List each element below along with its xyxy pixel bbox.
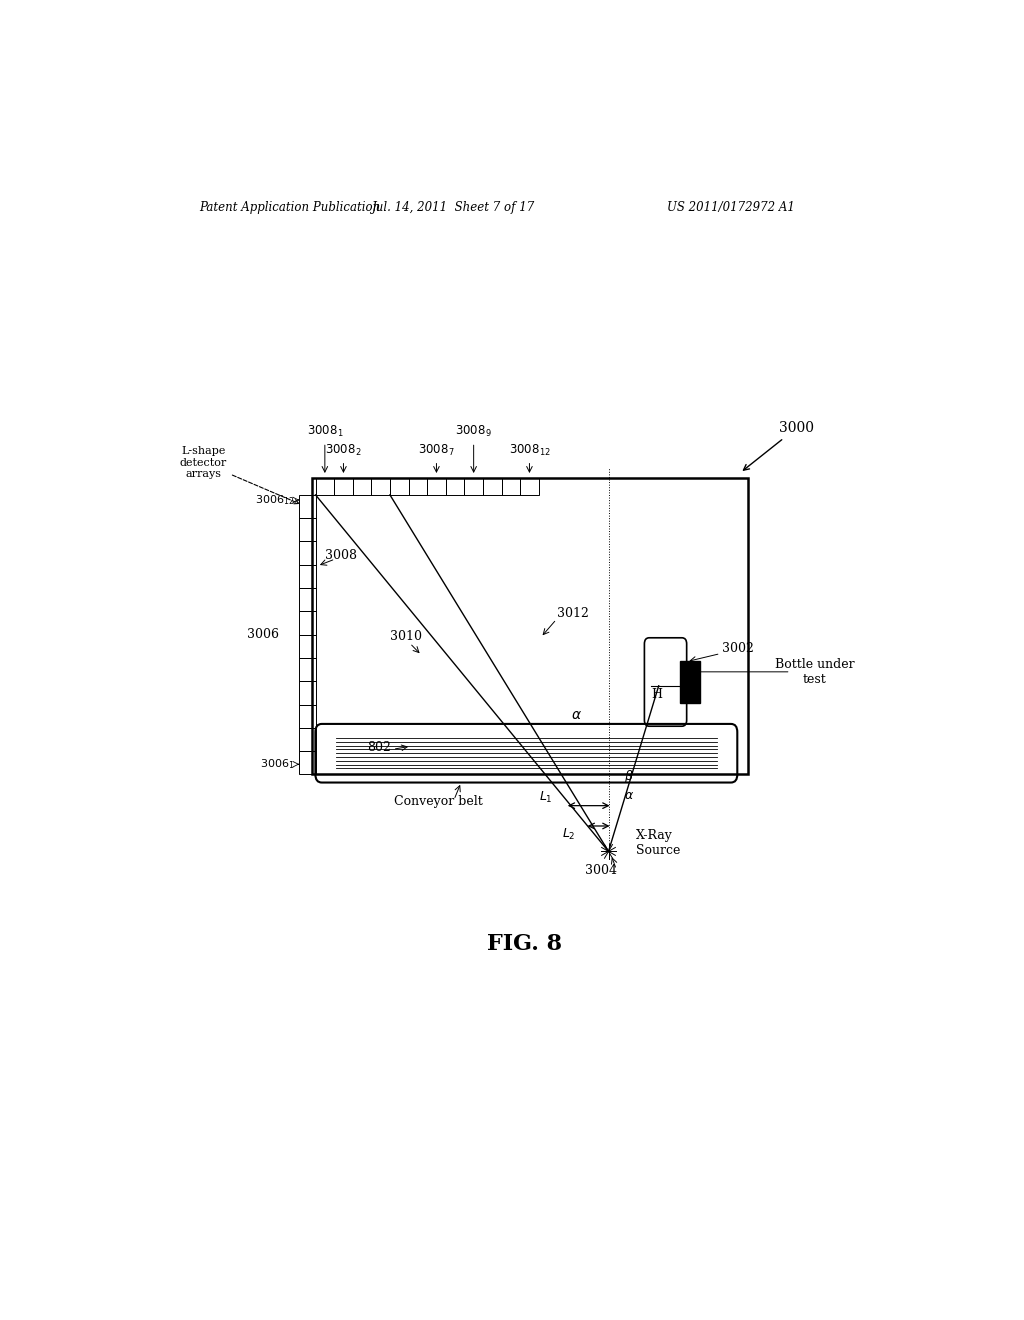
Bar [299, 519, 315, 541]
Bar [299, 635, 315, 657]
Text: $3008_7$: $3008_7$ [418, 442, 455, 458]
Text: 3010: 3010 [390, 630, 422, 643]
Bar [409, 478, 427, 495]
Text: L-shape
detector
arrays: L-shape detector arrays [180, 446, 299, 504]
Text: $\alpha$: $\alpha$ [571, 709, 583, 722]
Bar [299, 495, 315, 519]
Text: US 2011/0172972 A1: US 2011/0172972 A1 [668, 201, 795, 214]
Text: Bottle under
test: Bottle under test [774, 657, 854, 686]
Text: 3000: 3000 [743, 421, 814, 470]
Text: Conveyor belt: Conveyor belt [393, 795, 482, 808]
Text: 3002: 3002 [722, 642, 754, 655]
Bar [299, 565, 315, 589]
Text: Jul. 14, 2011  Sheet 7 of 17: Jul. 14, 2011 Sheet 7 of 17 [372, 201, 535, 214]
Bar [315, 478, 334, 495]
Text: $3006_1$: $3006_1$ [260, 758, 295, 771]
Text: $3008_{12}$: $3008_{12}$ [509, 442, 550, 458]
Bar [299, 751, 315, 775]
Text: Patent Application Publication: Patent Application Publication [200, 201, 381, 214]
Text: $L_1$: $L_1$ [540, 789, 553, 805]
Text: 802: 802 [368, 742, 391, 754]
Bar [445, 478, 464, 495]
Text: 3008: 3008 [325, 549, 357, 562]
Text: $\alpha$: $\alpha$ [625, 788, 635, 801]
Bar [372, 478, 390, 495]
Bar [352, 478, 372, 495]
Bar [464, 478, 483, 495]
Text: $3008_1$: $3008_1$ [306, 424, 343, 440]
Bar [299, 589, 315, 611]
Text: $L_2$: $L_2$ [561, 828, 575, 842]
Bar [680, 660, 700, 702]
Bar [520, 478, 539, 495]
Text: 3006: 3006 [247, 628, 279, 642]
Bar [427, 478, 445, 495]
Bar [299, 611, 315, 635]
Text: H: H [651, 688, 663, 701]
Text: 3004: 3004 [585, 863, 616, 876]
Text: X-Ray
Source: X-Ray Source [636, 829, 681, 857]
Text: FIG. 8: FIG. 8 [487, 933, 562, 954]
Text: $3006_{12}$: $3006_{12}$ [255, 494, 295, 507]
Text: $3008_2$: $3008_2$ [326, 442, 361, 458]
Bar [483, 478, 502, 495]
Text: 3012: 3012 [557, 607, 589, 620]
Bar [299, 727, 315, 751]
Bar [299, 681, 315, 705]
Bar [299, 657, 315, 681]
Bar [299, 541, 315, 565]
Bar [390, 478, 409, 495]
Bar [502, 478, 520, 495]
Text: $3008_9$: $3008_9$ [456, 424, 492, 440]
Text: $\beta$: $\beta$ [625, 768, 634, 785]
Bar [334, 478, 352, 495]
Bar [299, 705, 315, 727]
Bar [311, 478, 748, 775]
